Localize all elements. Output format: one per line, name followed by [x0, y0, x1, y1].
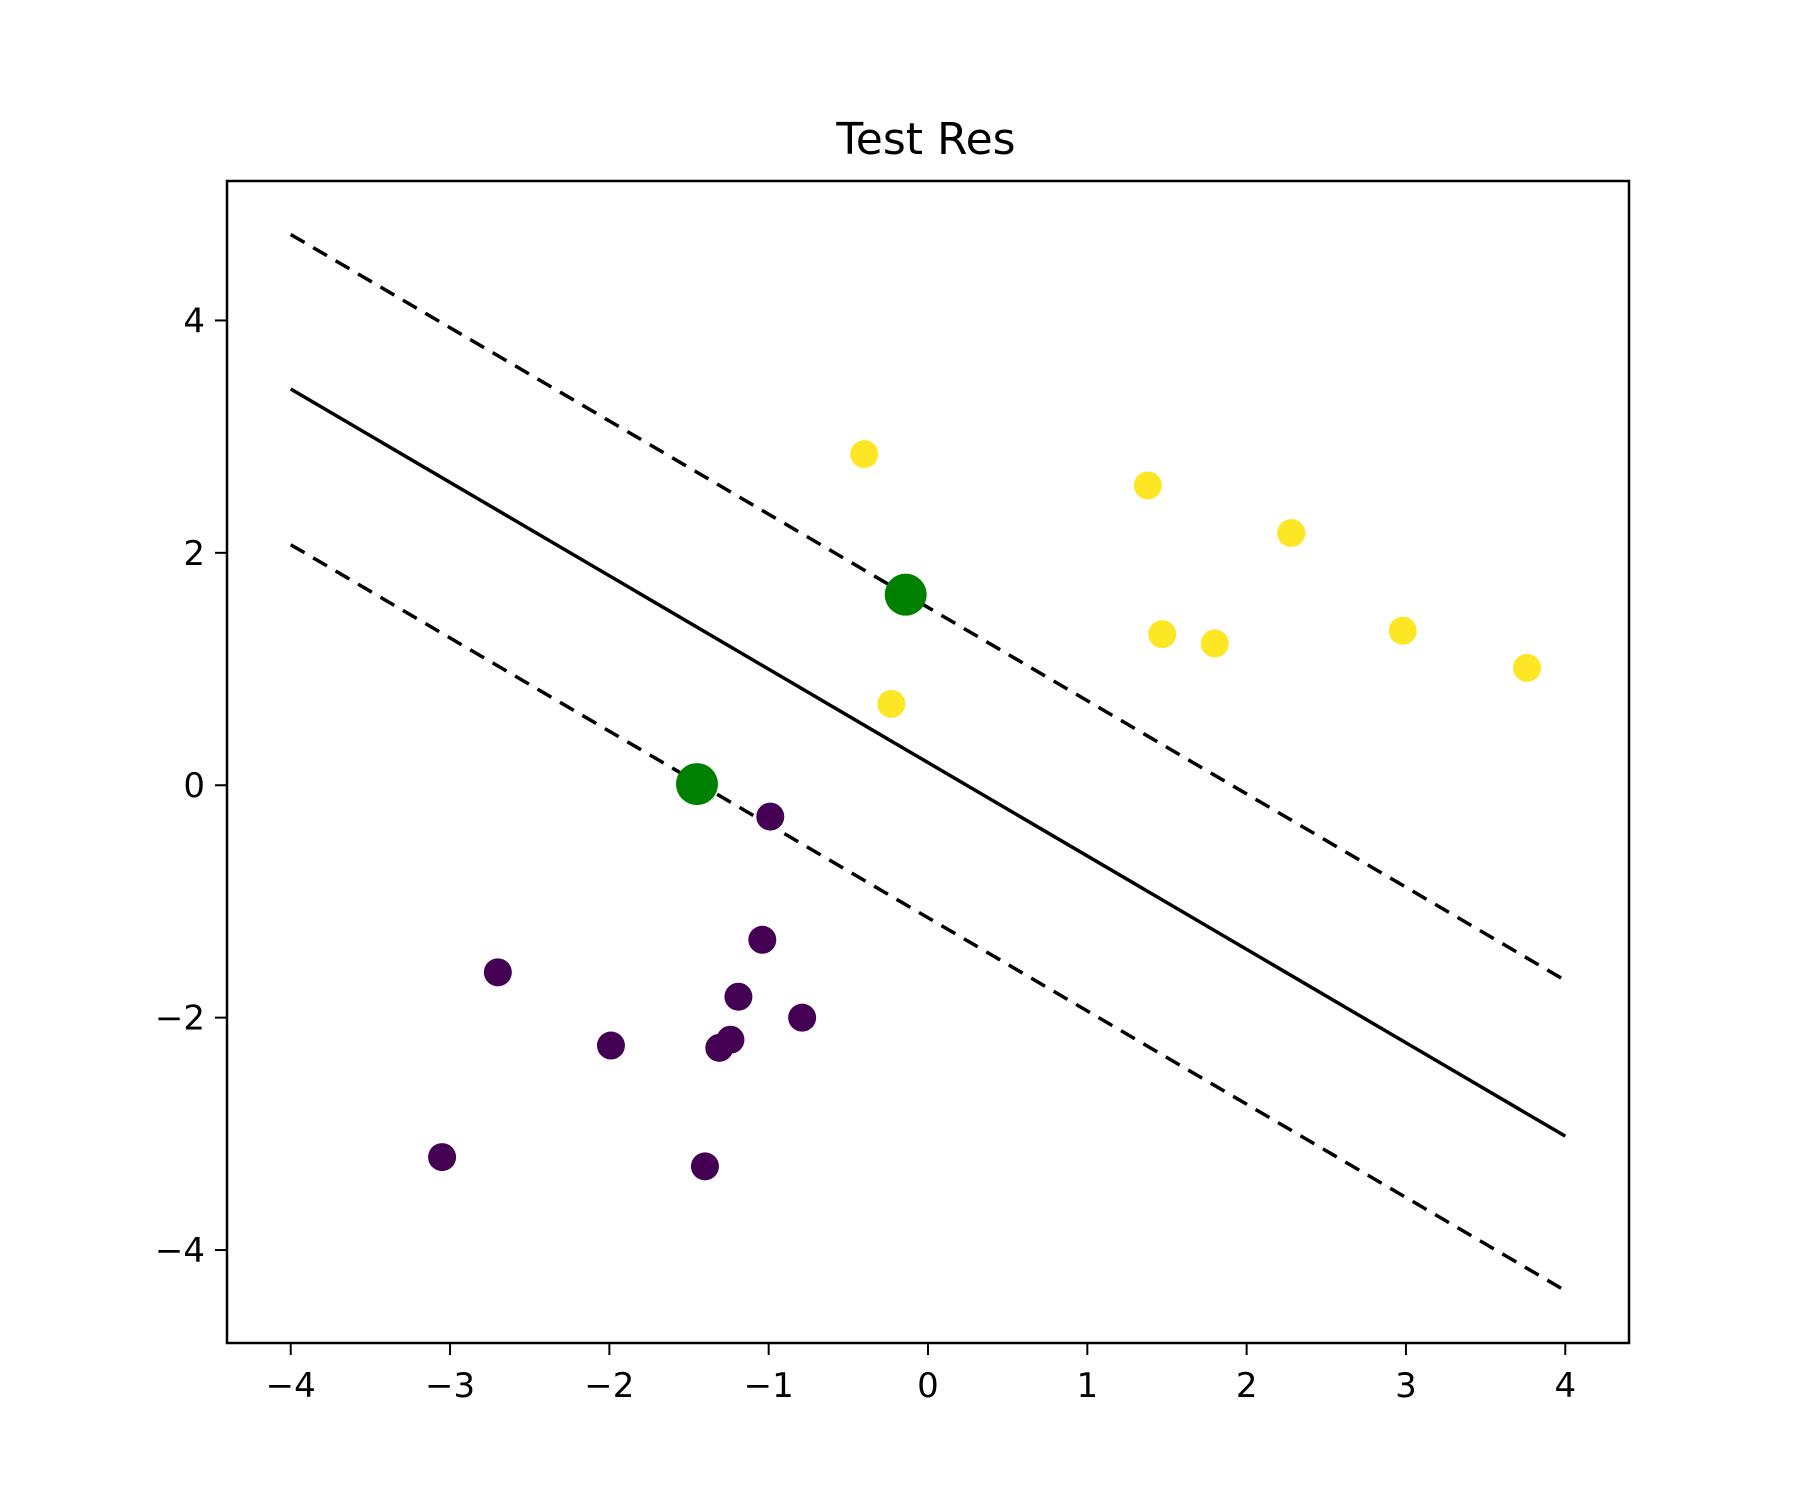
- y-tick-label: −2: [155, 999, 205, 1039]
- data-point-class-1: [877, 689, 906, 718]
- y-axis: −4 −2 0 2 4: [155, 301, 227, 1271]
- data-point-class-1: [1148, 620, 1177, 649]
- x-tick-label: 0: [917, 1366, 939, 1406]
- x-tick-label: 1: [1076, 1366, 1098, 1406]
- margin-line-1: [289, 232, 1567, 982]
- data-point-class-0: [705, 1033, 734, 1062]
- support-vector-point: [884, 573, 927, 616]
- data-point-class-0: [756, 802, 785, 831]
- data-point-class-1: [1133, 471, 1162, 500]
- x-tick-label: 3: [1395, 1366, 1417, 1406]
- data-point-class-1: [850, 440, 879, 469]
- data-point-class-0: [788, 1003, 817, 1032]
- data-point-class-0: [690, 1152, 719, 1181]
- x-tick-label: 2: [1236, 1366, 1258, 1406]
- chart-title: Test Res: [835, 114, 1015, 165]
- decision-boundary-line: [289, 387, 1567, 1138]
- y-tick-label: 0: [183, 766, 205, 806]
- y-tick-label: 4: [183, 301, 205, 341]
- data-point-class-0: [724, 982, 753, 1011]
- support-vector-point: [675, 763, 718, 806]
- x-tick-label: −3: [425, 1366, 475, 1406]
- data-point-class-1: [1277, 519, 1306, 548]
- x-axis: −4 −3 −2 −1 0 1 2 3 4: [266, 1343, 1576, 1406]
- data-point-class-0: [428, 1143, 457, 1172]
- data-point-class-1: [1200, 629, 1229, 658]
- decision-lines: [289, 232, 1567, 1293]
- data-point-class-0: [748, 925, 777, 954]
- data-point-class-0: [596, 1031, 625, 1060]
- data-point-class-1: [1388, 616, 1417, 645]
- y-tick-label: 2: [183, 534, 205, 574]
- data-point-class-0: [483, 958, 512, 987]
- y-tick-label: −4: [155, 1231, 205, 1271]
- data-point-class-1: [1513, 653, 1542, 682]
- data-points: [428, 440, 1542, 1181]
- x-tick-label: −2: [584, 1366, 634, 1406]
- x-tick-label: 4: [1554, 1366, 1576, 1406]
- margin-line-2: [289, 543, 1567, 1293]
- x-tick-label: −1: [744, 1366, 794, 1406]
- x-tick-label: −4: [266, 1366, 316, 1406]
